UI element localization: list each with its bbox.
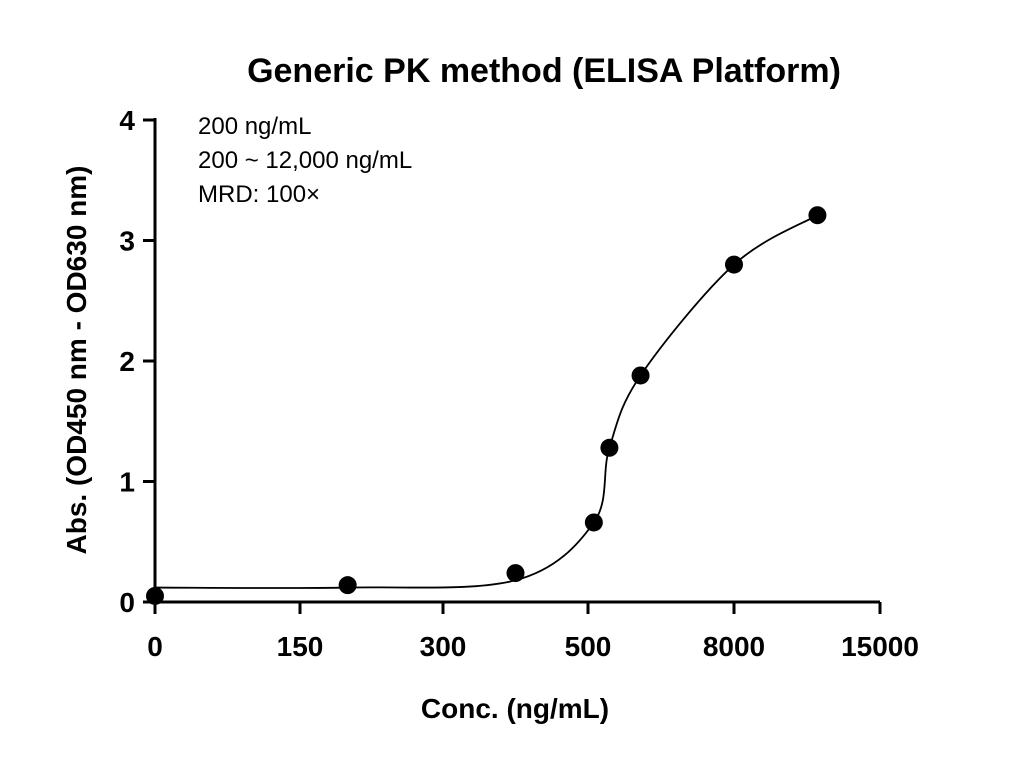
data-point	[584, 513, 603, 532]
x-tick-label: 0	[147, 631, 163, 662]
y-ticks: 0 1 2 3 4	[119, 105, 155, 618]
annotation-2: 200 ~ 12,000 ng/mL	[198, 147, 412, 174]
fit-curve	[154, 214, 818, 589]
data-point	[725, 255, 743, 274]
data-point	[600, 438, 619, 457]
data-point	[631, 366, 650, 385]
data-point	[338, 576, 357, 595]
x-tick-label: 8000	[703, 631, 765, 662]
data-point	[808, 206, 827, 225]
y-tick-label: 4	[119, 105, 135, 136]
annotation-1: 200 ng/mL	[198, 113, 311, 140]
chart-title: Generic PK method (ELISA Platform)	[247, 52, 841, 90]
x-tick-label: 500	[565, 631, 612, 662]
y-axis-title: Abs. (OD450 nm - OD630 nm)	[61, 166, 92, 555]
x-tick-label: 15000	[841, 631, 919, 662]
y-tick-label: 3	[119, 226, 135, 257]
x-tick-label: 300	[420, 631, 467, 662]
annotation-3: MRD: 100×	[198, 181, 320, 208]
x-tick-label: 150	[277, 631, 324, 662]
data-point	[506, 564, 525, 583]
y-tick-label: 0	[119, 587, 135, 618]
x-ticks: 0 150 300 500 8000 15000	[147, 602, 919, 662]
data-points	[146, 206, 827, 605]
y-tick-label: 2	[119, 346, 135, 377]
data-point	[146, 586, 164, 605]
x-axis-title: Conc. (ng/mL)	[421, 693, 609, 724]
y-tick-label: 1	[119, 467, 135, 498]
